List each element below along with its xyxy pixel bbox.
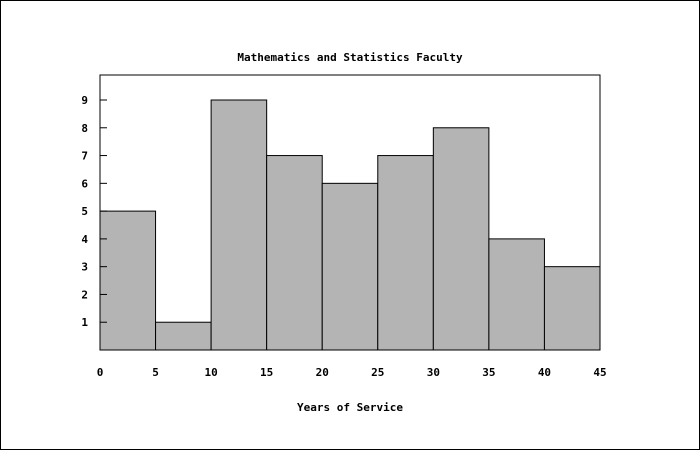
x-tick-label-8: 40 xyxy=(538,366,551,379)
bar-7 xyxy=(488,238,545,351)
y-tick-label-5: 6 xyxy=(81,177,88,190)
x-axis-label: Years of Service xyxy=(297,401,403,414)
bar-8 xyxy=(543,266,601,351)
x-axis-ticks: 0 5 10 15 20 25 30 35 40 45 xyxy=(97,366,607,379)
bar-2 xyxy=(210,99,268,351)
bar-5 xyxy=(377,155,434,351)
y-tick-label-0: 1 xyxy=(81,316,88,329)
x-tick-label-7: 35 xyxy=(482,366,495,379)
x-tick-label-3: 15 xyxy=(260,366,273,379)
x-tick-label-2: 10 xyxy=(204,366,217,379)
y-tick-label-8: 9 xyxy=(81,94,88,107)
y-tick-label-6: 7 xyxy=(81,150,88,163)
bar-1 xyxy=(155,321,212,351)
bars xyxy=(99,99,601,351)
bar-3 xyxy=(266,155,323,351)
x-tick-label-9: 45 xyxy=(593,366,606,379)
y-tick-label-4: 5 xyxy=(81,205,88,218)
y-tick-label-1: 2 xyxy=(81,288,88,301)
x-tick-label-6: 30 xyxy=(427,366,440,379)
y-tick-label-2: 3 xyxy=(81,261,88,274)
x-tick-label-0: 0 xyxy=(97,366,104,379)
y-tick-label-3: 4 xyxy=(81,233,88,246)
x-tick-label-1: 5 xyxy=(152,366,159,379)
bar-4 xyxy=(321,182,379,351)
y-axis-ticks: 1 2 3 4 5 6 7 8 9 xyxy=(81,94,107,329)
chart-title: Mathematics and Statistics Faculty xyxy=(237,51,463,64)
y-tick-label-7: 8 xyxy=(81,122,88,135)
x-tick-label-5: 25 xyxy=(371,366,384,379)
bar-0 xyxy=(99,210,157,351)
bar-6 xyxy=(432,127,490,351)
x-tick-label-4: 20 xyxy=(316,366,329,379)
